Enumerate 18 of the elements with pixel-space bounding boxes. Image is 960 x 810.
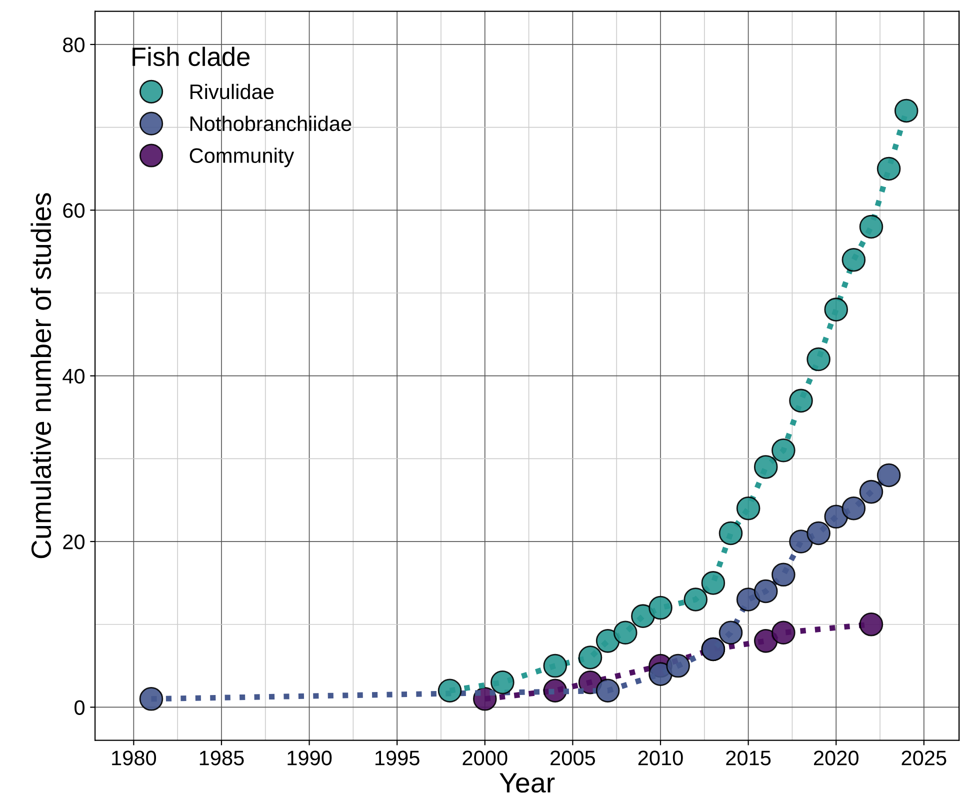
y-tick-label: 80 xyxy=(63,37,85,52)
y-tick-label: 0 xyxy=(74,700,85,715)
y-tick-label: 60 xyxy=(63,203,85,218)
x-tick-label: 2020 xyxy=(814,750,858,766)
x-tick-label: 1995 xyxy=(376,750,420,766)
x-tick-label: 2015 xyxy=(726,750,771,766)
x-tick-label: 1980 xyxy=(112,750,156,766)
y-tick-label: 20 xyxy=(63,534,85,550)
x-axis-title: Year xyxy=(500,773,555,793)
x-tick-label: 1985 xyxy=(200,750,244,766)
x-tick-label: 2000 xyxy=(462,750,508,766)
legend-label: Nothobranchiidae xyxy=(190,116,352,132)
x-tick-label: 1990 xyxy=(288,750,332,766)
y-axis-title: Cumulative number of studies xyxy=(30,193,52,558)
y-tick-label: 40 xyxy=(62,368,85,384)
x-tick-label: 2010 xyxy=(638,750,683,766)
x-tick-label: 2005 xyxy=(550,750,595,766)
x-tick-label: 2025 xyxy=(902,750,946,766)
